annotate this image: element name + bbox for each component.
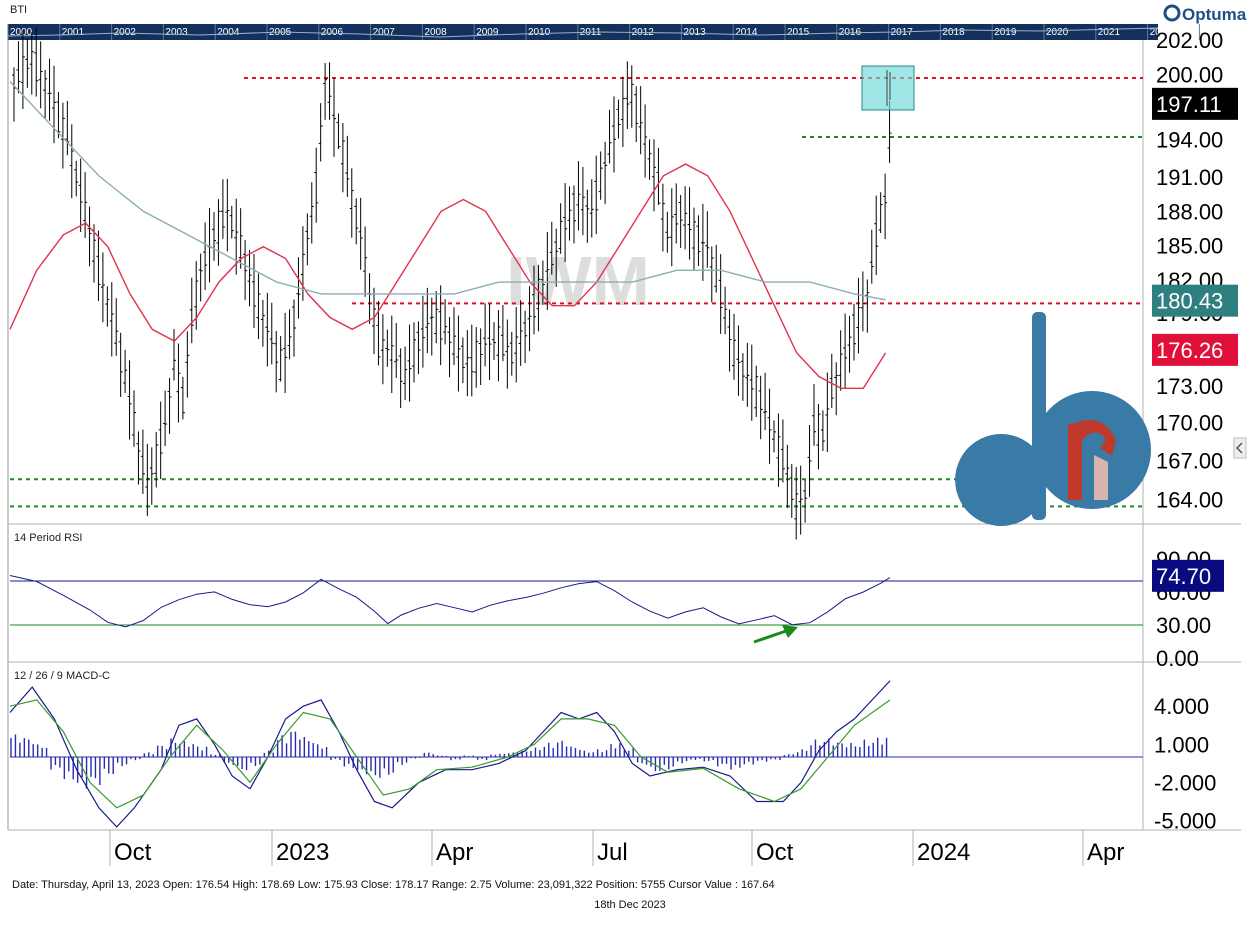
price-levels <box>10 77 1143 508</box>
rsi-badge <box>1152 559 1224 592</box>
navigator-year-label: 2009 <box>476 27 499 38</box>
navigator-year-label: 2008 <box>424 27 447 38</box>
macd-pane-title: 12 / 26 / 9 MACD-C <box>14 670 110 682</box>
navigator-year-label: 2002 <box>114 27 137 38</box>
navigator-year-label: 2020 <box>1046 27 1069 38</box>
macd-line <box>9 680 891 828</box>
time-axis-label: 2024 <box>917 839 970 866</box>
navigator-year-label: 2010 <box>528 27 551 38</box>
price-tick-label: 188.00 <box>1156 199 1223 224</box>
time-axis-label: Oct <box>756 839 794 866</box>
status-info: Date: Thursday, April 13, 2023 Open: 176… <box>12 879 775 891</box>
time-axis-label: Jul <box>597 839 628 866</box>
symbol-label: BTI <box>10 4 27 16</box>
price-tick-label: 167.00 <box>1156 448 1223 473</box>
oversold-arrow-icon <box>753 625 798 644</box>
navigator-year-label: 2013 <box>683 27 706 38</box>
highlight-box[interactable] <box>861 65 915 111</box>
watermark-symbol: IWM <box>506 242 650 320</box>
svg-text:Optuma: Optuma <box>1182 5 1247 24</box>
price-tick-label: 170.00 <box>1156 411 1223 436</box>
last-badge <box>1152 87 1238 120</box>
price-tick-label: 191.00 <box>1156 165 1223 190</box>
ma-slow-badge <box>1152 284 1238 317</box>
ma-slow-badge-label: 180.43 <box>1156 289 1223 314</box>
navigator-year-label: 2004 <box>217 27 240 38</box>
navigator-year-label: 2015 <box>787 27 810 38</box>
price-tick-label: 200.00 <box>1156 62 1223 87</box>
rsi-pane-title: 14 Period RSI <box>14 532 82 544</box>
price-bars <box>12 27 892 540</box>
navigator-year-label: 2001 <box>62 27 85 38</box>
time-axis-label: Apr <box>1087 839 1124 866</box>
macd-tick-label: -5.000 <box>1154 809 1216 834</box>
moving-average-fast-line <box>9 163 887 389</box>
navigator-year-label: 2014 <box>735 27 758 38</box>
ma-fast-badge-label: 176.26 <box>1156 338 1223 363</box>
macd-tick-label: 1.000 <box>1154 732 1209 757</box>
side-panel-toggle-icon[interactable] <box>1233 437 1247 459</box>
optuma-logo: Optuma <box>1163 4 1247 24</box>
rsi-tick-label: 0.00 <box>1156 646 1199 671</box>
navigator-year-label: 2019 <box>994 27 1017 38</box>
time-axis-label: 2023 <box>276 839 329 866</box>
time-navigator[interactable]: 2000 2001 2002 2003 2004 2005 2006 2007 2008 2009… <box>7 24 1224 40</box>
last-badge-label: 197.11 <box>1156 92 1222 117</box>
price-tick-label: 173.00 <box>1156 374 1223 399</box>
navigator-year-label: 2000 <box>10 27 33 38</box>
macd-tick-label: -2.000 <box>1154 770 1216 795</box>
price-tick-label: 202.00 <box>1156 28 1223 53</box>
signal-line <box>9 699 891 809</box>
navigator-year-label: 2022 <box>1150 27 1173 38</box>
time-axis: Oct 2023 Apr Jul Oct 2024 Apr <box>109 830 1124 866</box>
price-tick-label: 194.00 <box>1156 127 1223 152</box>
rsi-badge-label: 74.70 <box>1156 564 1211 589</box>
time-axis-label: Oct <box>114 839 152 866</box>
moving-averages <box>9 81 887 389</box>
moving-average-slow-line <box>9 81 886 301</box>
rsi-line <box>9 575 891 628</box>
navigator-year-label: 2018 <box>942 27 965 38</box>
navigator-year-label: 2021 <box>1098 27 1121 38</box>
ma-fast-badge <box>1152 333 1238 366</box>
rsi-tick-label: 30.00 <box>1156 613 1211 638</box>
status-date: 18th Dec 2023 <box>594 899 666 911</box>
navigator-year-label: 2006 <box>321 27 344 38</box>
price-tick-label: 185.00 <box>1156 234 1223 259</box>
bh-logo <box>955 312 1151 526</box>
time-axis-label: Apr <box>436 839 473 866</box>
navigator-year-label: 2003 <box>165 27 188 38</box>
price-tick-label: 164.00 <box>1156 487 1223 512</box>
navigator-year-label: 2007 <box>373 27 396 38</box>
navigator-year-label: 2023 <box>1201 27 1224 38</box>
macd-pane: 4.000 1.000 -2.000 -5.000 <box>9 680 1216 834</box>
price-badges: 197.11 180.43 176.26 <box>1152 87 1238 366</box>
macd-tick-label: 4.000 <box>1154 694 1209 719</box>
navigator-year-label: 2017 <box>891 27 914 38</box>
